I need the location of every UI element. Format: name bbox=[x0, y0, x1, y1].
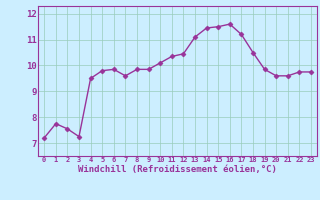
X-axis label: Windchill (Refroidissement éolien,°C): Windchill (Refroidissement éolien,°C) bbox=[78, 165, 277, 174]
